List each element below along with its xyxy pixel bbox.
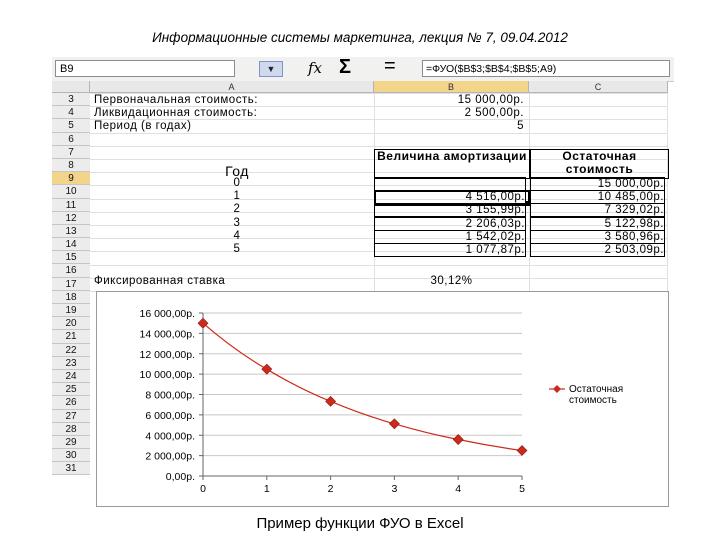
- row-header[interactable]: 10: [52, 185, 90, 199]
- row-header[interactable]: 29: [52, 435, 90, 450]
- header-residual: Остаточная стоимость: [530, 149, 669, 179]
- row-header[interactable]: 25: [52, 383, 90, 397]
- header-year: Год: [225, 163, 249, 179]
- row-header[interactable]: 22: [52, 343, 90, 357]
- cell-residual[interactable]: 5 122,98р.: [530, 216, 665, 231]
- row-header[interactable]: 23: [52, 356, 90, 370]
- y-tick-label: 16 000,00р.: [140, 308, 195, 320]
- y-tick-label: 4 000,00р.: [145, 430, 195, 442]
- data-point: [516, 445, 528, 456]
- cell-residual[interactable]: 15 000,00р.: [530, 177, 665, 191]
- y-tick-label: 14 000,00р.: [140, 328, 195, 340]
- equals-icon[interactable]: =: [384, 55, 396, 77]
- formula-input[interactable]: =ФУО($B$3;$B$4;$B$5;A9): [422, 60, 670, 77]
- cell-year[interactable]: 3: [233, 216, 241, 229]
- row-header[interactable]: 20: [52, 317, 90, 331]
- data-point: [452, 434, 464, 445]
- y-tick-label: 6 000,00р.: [145, 410, 195, 422]
- cell-year[interactable]: 1: [233, 190, 241, 203]
- row-header[interactable]: 30: [52, 449, 90, 463]
- row-header[interactable]: 11: [52, 198, 90, 212]
- cell-residual[interactable]: 7 329,02р.: [530, 203, 665, 218]
- cell-depreciation[interactable]: 1 542,02р.: [374, 229, 526, 244]
- row-header[interactable]: 19: [52, 304, 90, 318]
- column-header-b[interactable]: B: [374, 81, 529, 93]
- name-box-dropdown-icon[interactable]: ▼: [259, 61, 283, 77]
- row-header[interactable]: 13: [52, 224, 90, 239]
- formula-bar: B9 ▼ fx Σ = =ФУО($B$3;$B$4;$B$5;A9): [52, 55, 674, 82]
- label-salvage-cost: Ликвидационная стоимость:: [94, 107, 258, 119]
- cell-depreciation[interactable]: [374, 177, 526, 191]
- row-header[interactable]: 16: [52, 264, 90, 278]
- legend-label: Остаточная: [569, 384, 623, 395]
- header-depreciation: Величина амортизации: [374, 149, 530, 179]
- label-initial-cost: Первоначальная стоимость:: [94, 94, 258, 106]
- cell-residual[interactable]: 3 580,96р.: [530, 229, 665, 244]
- data-point: [325, 395, 337, 407]
- value-initial-cost[interactable]: 15 000,00р.: [457, 94, 524, 106]
- y-tick-label: 10 000,00р.: [140, 369, 195, 381]
- autosum-icon[interactable]: Σ: [339, 56, 352, 78]
- row-header[interactable]: 14: [52, 238, 90, 252]
- x-tick-label: 0: [200, 483, 206, 495]
- insert-function-icon[interactable]: fx: [308, 59, 323, 77]
- data-point: [261, 363, 273, 375]
- row-header[interactable]: 3: [52, 93, 90, 107]
- row-header[interactable]: 6: [52, 132, 90, 146]
- cell-depreciation[interactable]: 2 206,03р.: [374, 216, 526, 231]
- value-fixed-rate[interactable]: 30,12%: [430, 275, 473, 287]
- row-header[interactable]: 27: [52, 409, 90, 423]
- row-header[interactable]: 5: [52, 119, 90, 133]
- row-header[interactable]: 24: [52, 369, 90, 384]
- cell-year[interactable]: 5: [233, 243, 241, 255]
- row-headers: 3 4 5 6 7 8 9 10 11 12 13 14 15 16 17 18 19 20 21 22 23 24 25 2…: [52, 93, 90, 476]
- data-point: [197, 317, 209, 329]
- data-point: [388, 418, 400, 430]
- cell-residual[interactable]: 2 503,09р.: [530, 243, 665, 257]
- row-header[interactable]: 12: [52, 211, 90, 225]
- row-header[interactable]: 9: [52, 172, 90, 186]
- x-tick-label: 4: [455, 483, 461, 495]
- value-salvage-cost[interactable]: 2 500,00р.: [464, 107, 524, 119]
- y-tick-label: 8 000,00р.: [145, 390, 195, 402]
- row-header[interactable]: 17: [52, 277, 90, 291]
- y-tick-label: 0,00р.: [166, 471, 195, 483]
- slide-caption: Пример функции ФУО в Excel: [256, 515, 464, 532]
- active-cell-b9[interactable]: [374, 190, 530, 206]
- fill-handle[interactable]: [525, 201, 530, 206]
- x-tick-label: 5: [519, 483, 525, 495]
- column-header-c[interactable]: C: [529, 81, 668, 93]
- x-tick-label: 3: [391, 483, 397, 495]
- cell-year[interactable]: 2: [233, 203, 241, 216]
- y-tick-label: 12 000,00р.: [140, 349, 195, 361]
- chart-svg: 0,00р. 2 000,00р. 4 000,00р. 6 000,00р. 8 00…: [140, 308, 624, 495]
- legend-marker: [553, 385, 561, 393]
- value-period[interactable]: 5: [517, 120, 524, 132]
- cell-year[interactable]: 4: [233, 229, 241, 242]
- cell-year[interactable]: 0: [233, 177, 241, 189]
- column-header-a[interactable]: A: [90, 81, 374, 93]
- row-header[interactable]: 4: [52, 106, 90, 120]
- row-header[interactable]: 15: [52, 251, 90, 265]
- row-header[interactable]: 18: [52, 290, 90, 304]
- x-tick-label: 1: [264, 483, 270, 495]
- name-box[interactable]: B9: [55, 60, 235, 77]
- label-fixed-rate: Фиксированная ставка: [94, 275, 226, 287]
- row-header[interactable]: 7: [52, 145, 90, 159]
- label-period: Период (в годах): [94, 120, 192, 132]
- cell-depreciation[interactable]: 1 077,87р.: [374, 243, 526, 257]
- legend-label: стоимость: [569, 395, 617, 406]
- slide-title: Информационные системы маркетинга, лекци…: [152, 30, 568, 45]
- row-header[interactable]: 28: [52, 422, 90, 436]
- cell-residual[interactable]: 10 485,00р.: [530, 190, 665, 205]
- series-line-residual: [202, 322, 523, 452]
- row-header[interactable]: 21: [52, 330, 90, 344]
- row-header[interactable]: 31: [52, 462, 90, 476]
- row-header[interactable]: 26: [52, 396, 90, 410]
- row-header[interactable]: 8: [52, 158, 90, 173]
- depreciation-chart[interactable]: 0,00р. 2 000,00р. 4 000,00р. 6 000,00р. 8 00…: [96, 291, 669, 507]
- select-all-corner[interactable]: [52, 81, 90, 93]
- y-tick-label: 2 000,00р.: [145, 451, 195, 463]
- x-tick-label: 2: [328, 483, 334, 495]
